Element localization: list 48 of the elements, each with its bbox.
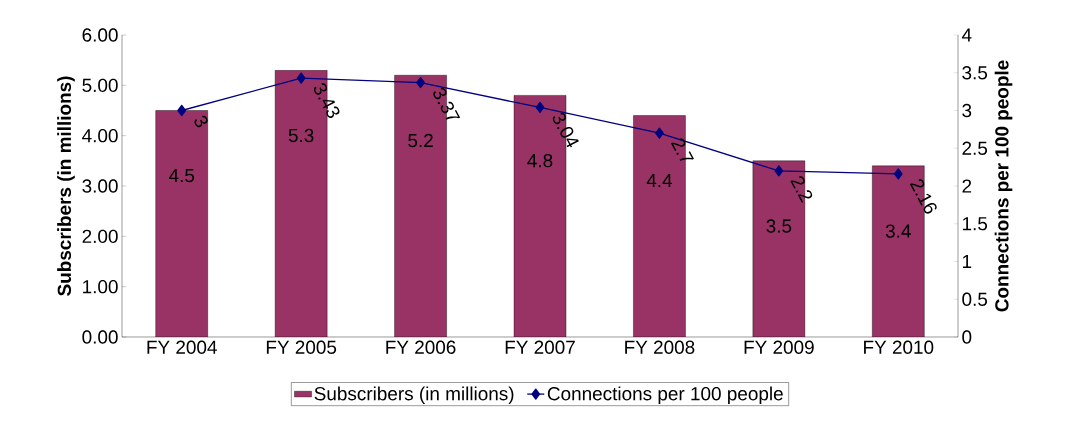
x-tick-label: FY 2006 <box>386 340 456 354</box>
data-label: 3.43 <box>313 83 340 118</box>
data-label: 5.2 <box>408 133 433 148</box>
x-tick-label: FY 2005 <box>266 340 337 354</box>
data-label: 2.2 <box>790 176 813 203</box>
y-tick-label: 0.00 <box>82 330 118 344</box>
x-tick-label: FY 2007 <box>505 340 575 354</box>
y2-tick-label: 0.5 <box>962 292 988 306</box>
data-label: 2.7 <box>671 138 694 162</box>
data-label: 4.4 <box>646 174 673 188</box>
point <box>774 165 784 177</box>
data-label: 4.5 <box>169 169 195 183</box>
point <box>177 104 187 117</box>
legend-label: Connections per 100 people <box>547 386 783 405</box>
data-label: 2.16 <box>909 179 937 214</box>
data-label: 3 <box>194 115 208 128</box>
y2-tick-label: 3 <box>962 103 972 118</box>
y-tick-label: 1.00 <box>83 279 118 294</box>
y2-tick-label: 3.5 <box>962 66 988 80</box>
y-tick-label: 2.00 <box>82 229 118 244</box>
legend-label: Subscribers (in millions) <box>314 386 514 405</box>
bar <box>155 110 208 337</box>
data-label: 5.3 <box>288 128 314 143</box>
data-label: 3.37 <box>433 87 461 120</box>
y2-tick-label: 0 <box>962 330 972 344</box>
y-axis-title: Subscribers (in millions) <box>57 76 75 296</box>
x-tick-label: FY 2010 <box>864 340 934 354</box>
y2-tick-label: 2 <box>962 179 972 193</box>
y-tick-label: 6.00 <box>82 28 118 42</box>
data-label: 3.4 <box>885 224 911 238</box>
data-label: 3.5 <box>766 219 792 233</box>
point <box>535 101 545 114</box>
y-tick-label: 3.00 <box>82 179 118 193</box>
x-tick-label: FY 2004 <box>147 340 217 354</box>
point <box>296 72 306 84</box>
y-tick-label: 4.00 <box>82 128 118 143</box>
y2-tick-label: 1.5 <box>962 217 988 231</box>
y2-tick-label: 4 <box>961 28 972 42</box>
y2-axis-title: Connections per 100 people <box>994 60 1013 312</box>
x-tick-label: FY 2008 <box>625 340 695 354</box>
point <box>655 127 664 139</box>
data-label: 3.04 <box>552 112 579 148</box>
data-label: 4.8 <box>527 153 553 168</box>
y2-tick-label: 2.5 <box>962 141 988 155</box>
y2-tick-label: 1 <box>962 255 972 269</box>
x-tick-label: FY 2009 <box>744 340 814 354</box>
point <box>893 168 903 180</box>
y-tick-label: 5.00 <box>82 78 118 93</box>
